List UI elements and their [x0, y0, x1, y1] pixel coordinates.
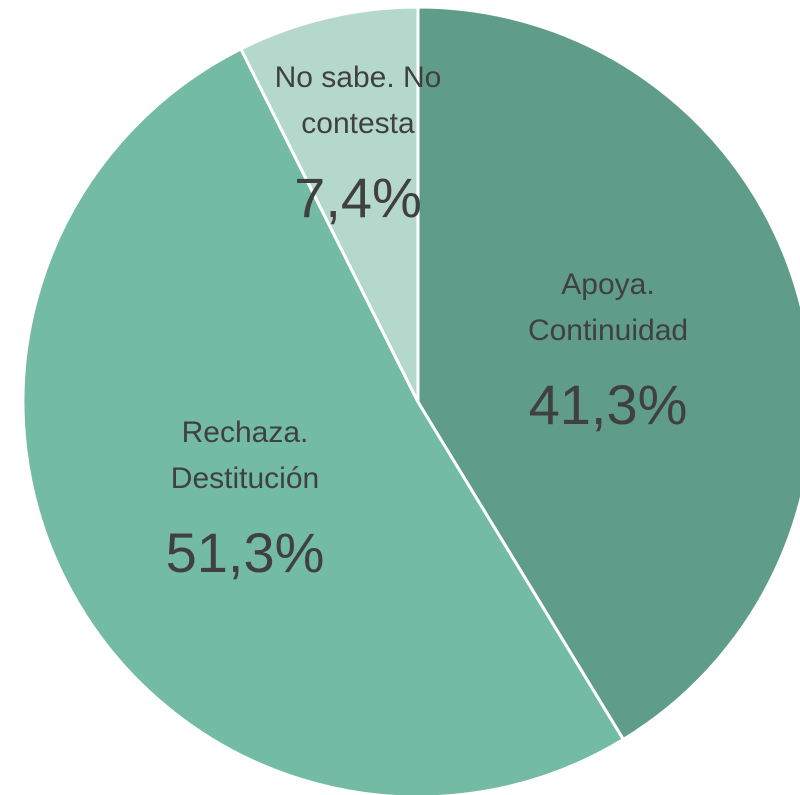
slice-label: Apoya. Continuidad [527, 268, 689, 347]
value-label: 41,3% [528, 373, 688, 436]
slice-label: No sabe. No contesta [274, 61, 442, 140]
value-label: 51,3% [165, 521, 325, 584]
pie-slice [238, 5, 420, 403]
value-label: 7,4% [294, 166, 422, 229]
slice-label: Rechaza. Destitución [170, 416, 320, 495]
pie-slice [21, 46, 626, 795]
